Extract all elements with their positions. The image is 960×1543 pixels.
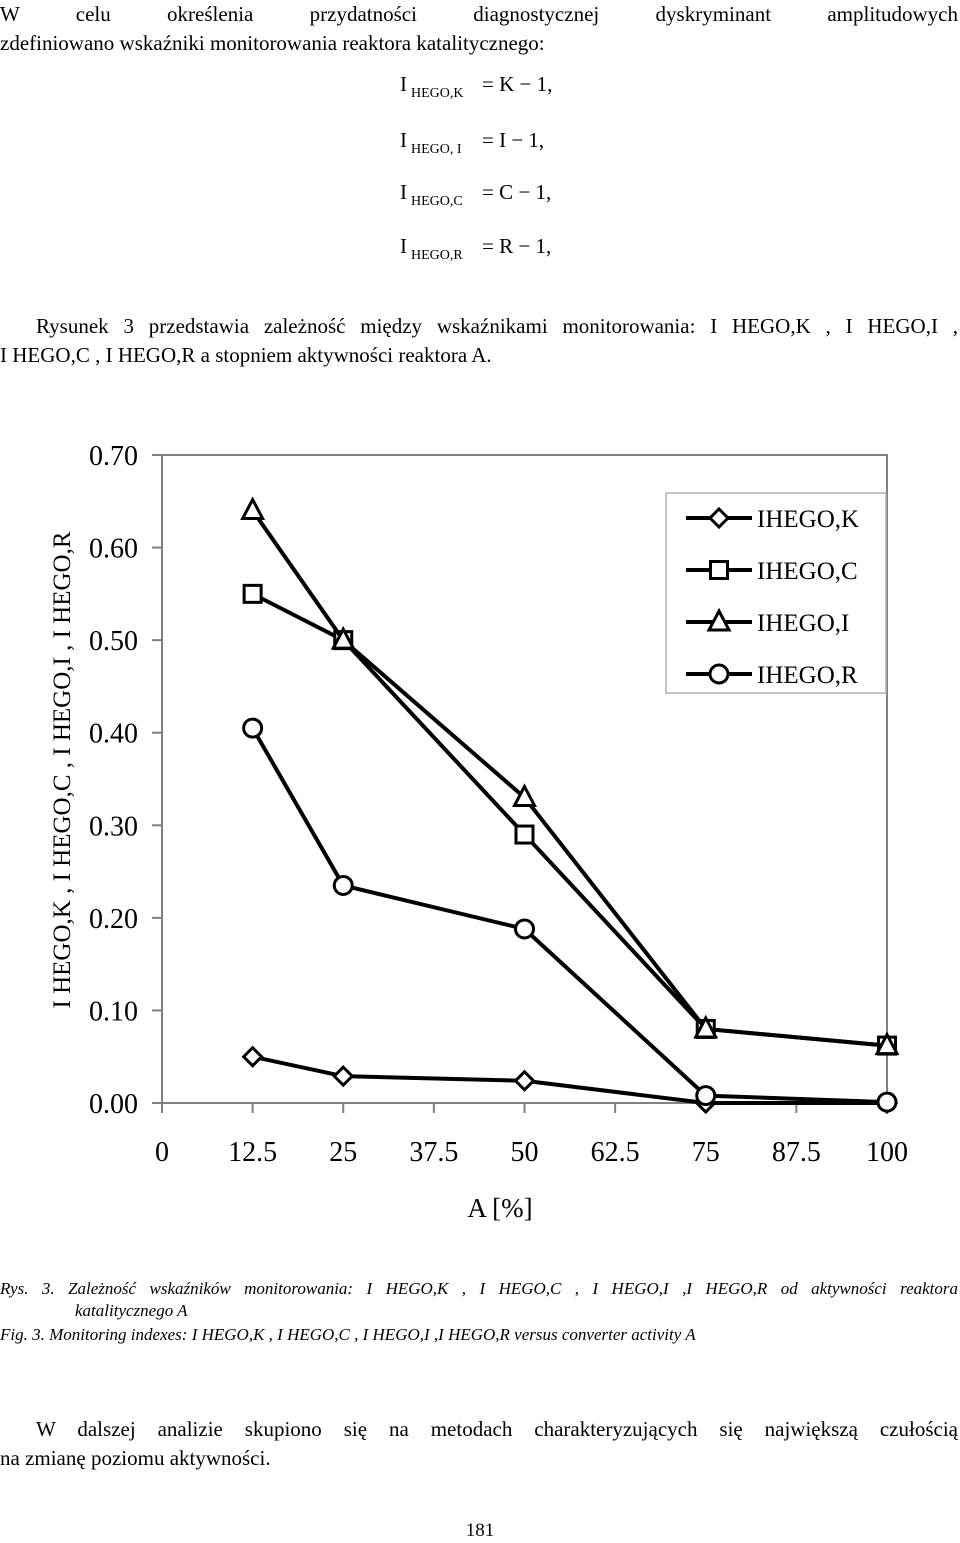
equation-c: I HEGO,C = C − 1, [400, 180, 552, 209]
legend-box [665, 492, 887, 694]
legend-item: IHEGO,K [686, 506, 859, 533]
x-tick-label: 100 [866, 1137, 908, 1168]
legend-label: IHEGO,I [757, 610, 849, 637]
intro-line-2: zdefiniowano wskaźniki monitorowania rea… [0, 31, 545, 55]
data-point-circle [332, 874, 354, 896]
data-point-diamond [332, 1065, 355, 1088]
data-point-circle [514, 918, 535, 940]
legend-label: IHEGO,R [757, 662, 858, 689]
x-tick-label: 62.5 [591, 1137, 640, 1168]
x-tick-label: 37.5 [409, 1137, 458, 1168]
data-point-diamond [241, 1045, 264, 1068]
legend-label: IHEGO,K [757, 506, 859, 533]
data-point-triangle [240, 496, 266, 521]
y-tick-label: 0.50 [89, 626, 138, 657]
y-tick-label: 0.70 [89, 441, 138, 472]
y-tick-label: 0.20 [89, 904, 138, 935]
caption-en: Fig. 3. Monitoring indexes: I HEGO,K , I… [0, 1325, 696, 1344]
y-tick-label: 0.60 [89, 534, 138, 565]
x-tick-label: 25 [329, 1137, 357, 1168]
y-tick-label: 0.10 [89, 996, 138, 1027]
caption-pl-line-1: Rys. 3. Zależność wskaźników monitorowan… [0, 1279, 958, 1298]
x-tick-label: 12.5 [228, 1137, 277, 1168]
legend-marker-square [709, 560, 729, 580]
data-point-triangle [874, 1031, 900, 1056]
description-line-2: I HEGO,C , I HEGO,R a stopniem aktywnośc… [0, 343, 492, 367]
data-point-circle [695, 1085, 717, 1107]
legend: IHEGO,K IHEGO,C IHEGO,I IHEGO,R [665, 492, 887, 694]
x-tick-label: 75 [692, 1137, 720, 1168]
legend-item: IHEGO,C [686, 558, 858, 585]
y-axis-label: I HEGO,K , I HEGO,C , I HEGO,I , I HEGO,… [49, 531, 76, 1008]
conclusion-line-1: W dalszej analizie skupiono się na metod… [36, 1417, 958, 1441]
series-circle [242, 717, 898, 1113]
data-point-diamond [513, 1069, 536, 1092]
caption-pl-line-2: katalitycznego A [75, 1301, 188, 1320]
legend-item: IHEGO,R [686, 662, 858, 689]
intro-line-1: W celu określenia przydatności diagnosty… [0, 2, 958, 26]
conclusion-line-2: na zmianę poziomu aktywności. [0, 1446, 271, 1470]
description-line-1: Rysunek 3 przedstawia zależność między w… [36, 314, 958, 338]
equation-i: I HEGO, I = I − 1, [400, 128, 545, 157]
y-tick-label: 0.30 [89, 811, 138, 842]
page-number: 181 [465, 1520, 495, 1541]
legend-marker-circle [708, 663, 730, 685]
data-point-circle [242, 717, 264, 739]
legend-item: IHEGO,I [686, 607, 849, 637]
y-tick-label: 0.40 [89, 719, 138, 750]
data-point-triangle [330, 625, 356, 650]
line-chart: 0.00 0.10 0.20 0.30 0.40 0.50 0.60 0.70 0 12.5 25… [49, 441, 908, 1223]
data-point-circle [876, 1091, 898, 1113]
data-point-triangle [512, 783, 537, 808]
data-point-square [514, 824, 535, 845]
x-tick-label: 87.5 [772, 1137, 821, 1168]
x-tick-label: 50 [511, 1137, 539, 1168]
data-point-square [242, 583, 263, 604]
x-axis-label: A [%] [467, 1193, 532, 1223]
y-tick-label: 0.00 [89, 1089, 138, 1120]
series-triangle [240, 496, 900, 1056]
legend-label: IHEGO,C [757, 558, 858, 585]
equation-k: I HEGO,K = K − 1, [400, 72, 553, 101]
legend-marker-triangle [706, 607, 732, 632]
data-point-triangle [693, 1014, 719, 1039]
legend-marker-diamond [707, 506, 731, 530]
x-tick-label: 0 [155, 1137, 169, 1168]
equation-r: I HEGO,R = R − 1, [400, 234, 552, 263]
